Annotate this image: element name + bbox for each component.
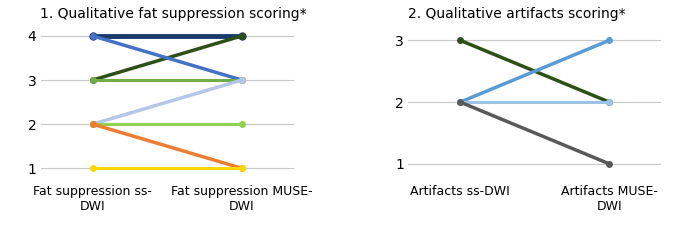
Text: 1. Qualitative fat suppression scoring*: 1. Qualitative fat suppression scoring* [40, 7, 307, 21]
Text: 2. Qualitative artifacts scoring*: 2. Qualitative artifacts scoring* [408, 7, 626, 21]
